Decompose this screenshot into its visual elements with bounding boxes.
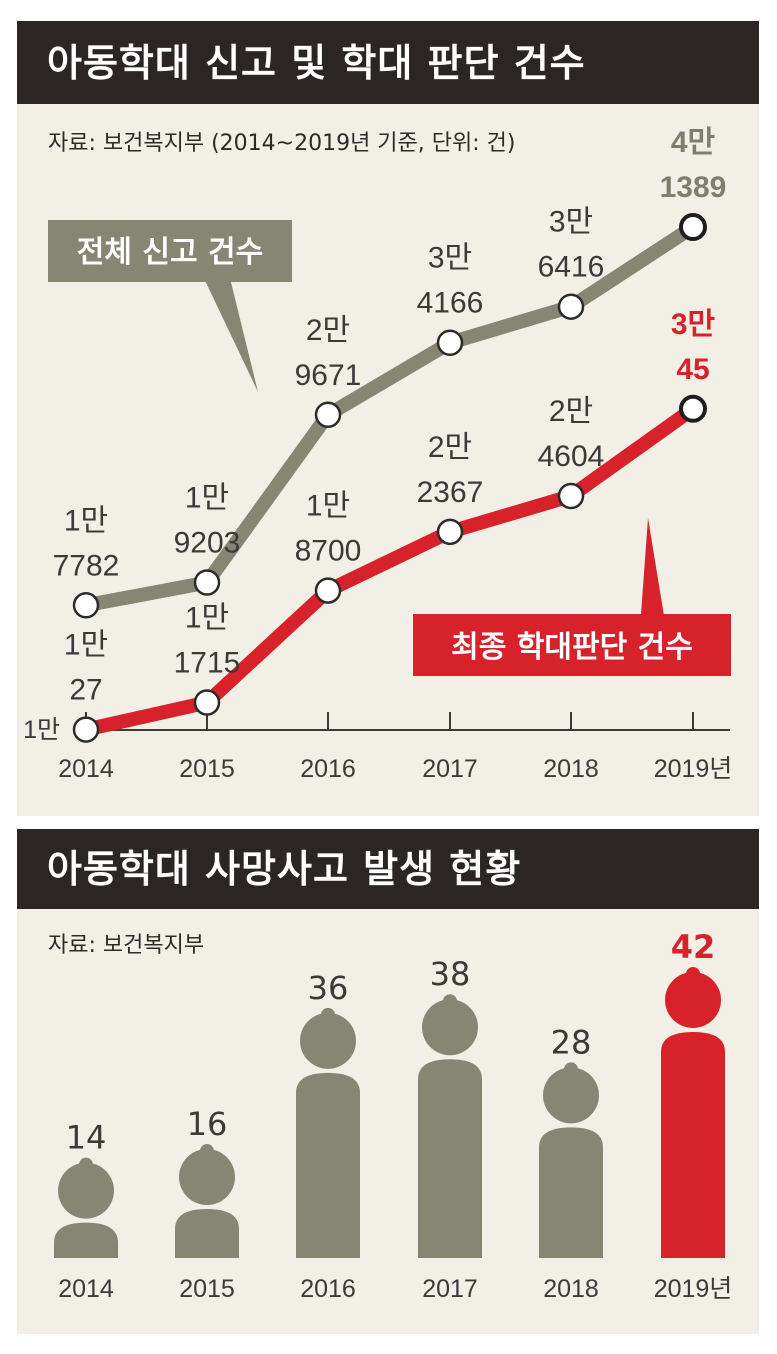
- reports-title-bar: 아동학대 신고 및 학대 판단 건수: [17, 21, 759, 104]
- x-tick-label: 2014: [58, 755, 114, 783]
- data-label: 4만: [671, 126, 716, 159]
- bar-head: [179, 1149, 235, 1206]
- data-point: [557, 293, 585, 320]
- bar-category-label: 2016: [300, 1275, 356, 1303]
- bar-category-label: 2015: [179, 1275, 235, 1303]
- deaths-source: 자료: 보건복지부: [48, 933, 205, 958]
- bar-figure: [661, 967, 725, 1258]
- bar-value-label: 16: [187, 1105, 228, 1143]
- data-label: 2367: [417, 476, 484, 509]
- data-label: 1만: [185, 482, 229, 515]
- bar-category-label: 2017: [422, 1275, 478, 1303]
- bar-value-label: 38: [430, 955, 471, 993]
- bar-body: [54, 1222, 118, 1258]
- data-label: 3만: [549, 206, 593, 239]
- data-point: [436, 329, 464, 356]
- bar-head-tuft: [200, 1144, 214, 1159]
- data-label: 8700: [295, 535, 362, 568]
- x-tick-label: 2018: [543, 755, 599, 783]
- series-line-1: [79, 220, 700, 613]
- callout-total-box: [48, 220, 292, 282]
- bar-figure: [539, 1062, 603, 1258]
- bar-body: [539, 1127, 603, 1258]
- data-point: [314, 401, 342, 429]
- data-label: 1만: [306, 490, 350, 523]
- data-point: [193, 569, 221, 596]
- data-label: 1만: [64, 629, 108, 662]
- callout-total-pointer: [200, 270, 258, 392]
- bar-head: [665, 972, 721, 1028]
- data-label: 4604: [538, 440, 605, 473]
- data-label: 3만: [428, 242, 472, 275]
- data-label: 6416: [538, 251, 605, 284]
- data-label: 1만: [64, 504, 108, 537]
- data-label: 3만: [671, 308, 716, 341]
- series-line-2: [79, 401, 700, 737]
- data-label: 2만: [549, 395, 593, 428]
- bar-figure: [296, 1007, 360, 1258]
- callout-total-label: 전체 신고 건수: [77, 235, 264, 270]
- deaths-panel: [17, 909, 759, 1334]
- reports-title: 아동학대 신고 및 학대 판단 건수: [47, 40, 586, 85]
- bar-value-label: 28: [551, 1023, 592, 1061]
- callout-abuse-pointer: [640, 518, 666, 628]
- bar-head: [422, 999, 478, 1056]
- data-label: 2만: [428, 431, 472, 464]
- reports-source: 자료: 보건복지부 (2014~2019년 기준, 단위: 건): [48, 131, 516, 156]
- data-point: [193, 689, 221, 716]
- bar-value-label: 36: [308, 969, 349, 1007]
- x-tick-label: 2015: [179, 755, 235, 783]
- bar-head-tuft: [321, 1007, 335, 1022]
- data-label: 1만: [185, 602, 229, 635]
- bar-category-label: 2014: [58, 1275, 114, 1303]
- bar-figure: [175, 1144, 239, 1258]
- y-baseline-label: 1만: [23, 716, 60, 744]
- callout-abuse-label: 최종 학대판단 건수: [451, 630, 693, 665]
- bar-figure: [54, 1157, 118, 1258]
- data-point: [557, 482, 585, 510]
- bar-head: [543, 1067, 599, 1124]
- data-label: 9203: [174, 527, 241, 560]
- data-point: [679, 394, 707, 423]
- data-label: 45: [676, 353, 709, 386]
- bar-head-tuft: [686, 967, 700, 981]
- bar-body: [175, 1209, 239, 1258]
- deaths-title-bar: 아동학대 사망사고 발생 현황: [17, 829, 759, 909]
- bar-head-tuft: [564, 1062, 578, 1077]
- bar-head-tuft: [79, 1157, 93, 1172]
- data-point: [679, 213, 707, 241]
- data-label: 1389: [660, 171, 727, 204]
- bar-category-label: 2018: [543, 1275, 599, 1303]
- data-label: 27: [69, 674, 102, 707]
- data-label: 9671: [295, 359, 362, 392]
- bar-head: [300, 1012, 356, 1069]
- bar-value-label: 14: [66, 1119, 107, 1157]
- x-tick-label: 2017: [422, 755, 478, 783]
- deaths-title: 아동학대 사망사고 발생 현황: [47, 847, 522, 891]
- callout-abuse-box: [413, 614, 731, 676]
- bar-value-label: 42: [671, 928, 716, 966]
- data-label: 1715: [174, 647, 241, 680]
- bar-category-label: 2019년: [654, 1275, 733, 1303]
- x-tick-label: 2019년: [654, 755, 733, 783]
- data-label: 7782: [53, 549, 120, 582]
- x-tick-label: 2016: [300, 755, 356, 783]
- data-point: [72, 716, 100, 743]
- data-point: [436, 518, 464, 546]
- bar-figure: [418, 994, 482, 1258]
- data-point: [72, 592, 100, 619]
- data-point: [314, 577, 342, 604]
- data-label: 2만: [306, 314, 350, 347]
- bar-head-tuft: [443, 994, 457, 1009]
- bar-body: [661, 1032, 725, 1258]
- bar-body: [418, 1059, 482, 1258]
- data-label: 4166: [417, 287, 484, 320]
- bar-head: [58, 1162, 114, 1219]
- bar-body: [296, 1072, 360, 1258]
